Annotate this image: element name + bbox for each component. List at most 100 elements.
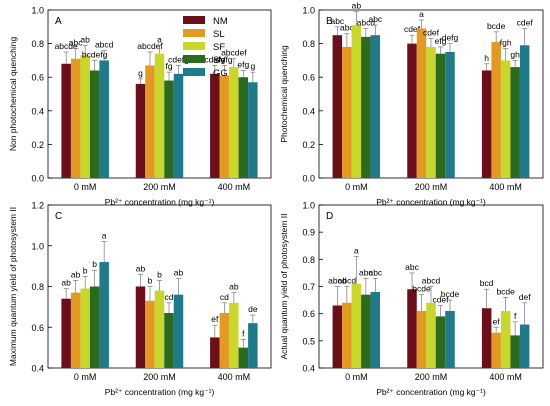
y-tick-label: 0.2 [31,140,44,150]
bar-gg [248,323,257,368]
bar-sv [510,335,519,368]
significance-letter: g [138,68,143,78]
x-axis-label: Pb²⁺ concentration (mg kg⁻¹) [376,197,486,207]
y-tick-label: 0.5 [302,336,315,346]
bar-sl [342,303,352,368]
bar-nm [482,70,492,178]
bar-sv [164,81,174,178]
x-tick-label: 0 mM [345,372,368,382]
significance-letter: ab [71,269,81,279]
significance-letter: ab [61,278,71,288]
x-tick-label: 0 mM [74,182,97,192]
y-axis-label: Photochemical quenching [279,45,289,143]
bar-sl [220,313,230,368]
bar-sl [491,42,501,178]
significance-letter: ab [229,282,239,292]
bar-nm [407,289,417,368]
y-tick-label: 0.8 [302,39,315,49]
bar-sf [155,291,165,368]
significance-letter: ef [493,316,501,326]
y-tick-label: 0.0 [31,174,44,184]
y-tick-label: 1.0 [31,6,44,16]
significance-letter: defg [442,33,459,43]
y-tick-label: 0.4 [31,106,44,116]
significance-letter: b [83,265,88,275]
bar-sl [417,311,427,368]
significance-letter: cd [220,292,229,302]
y-tick-label: 0.7 [302,282,315,292]
bar-nm [136,84,146,178]
x-tick-label: 0 mM [74,372,97,382]
x-axis-label: Pb²⁺ concentration (mg kg⁻¹) [105,387,215,397]
bar-gg [248,82,257,178]
bar-gg [445,311,455,368]
bar-nm [333,35,343,178]
bar-sv [90,70,100,178]
significance-letter: cd [165,292,174,302]
bar-sf [352,25,362,178]
x-tick-label: 400 mM [489,182,522,192]
significance-letter: a [157,34,162,44]
bar-sl [417,28,427,178]
significance-letter: fgh [500,38,512,48]
x-tick-label: 400 mM [489,372,522,382]
bar-sv [164,313,174,368]
bar-nm [407,44,417,178]
y-tick-label: 0.2 [302,140,315,150]
bar-gg [445,52,455,178]
x-tick-label: 200 mM [143,182,176,192]
x-tick-label: 400 mM [218,182,251,192]
bar-sv [239,348,249,368]
significance-letter: efg [237,59,249,69]
significance-letter: de [248,304,258,314]
bar-nm [210,337,220,368]
y-tick-label: 0.4 [31,364,44,374]
legend-swatch-nm [183,16,205,24]
y-tick-label: 0.6 [302,73,315,83]
x-tick-label: 200 mM [143,372,176,382]
significance-letter: bcde [496,286,515,296]
x-tick-label: 400 mM [218,372,251,382]
bar-sv [361,295,371,368]
bar-sv [90,287,100,369]
bar-nm [61,64,71,178]
legend-swatch-sv [183,55,205,63]
y-tick-label: 0.8 [31,39,44,49]
significance-letter: gh [510,49,520,59]
panel-c: C 0.4 0.6 0.8 1.0 1.2 Maximum quantum yield of… [8,201,271,398]
bar-sf [80,55,90,178]
bar-gg [174,295,184,368]
bar-sl [342,47,352,178]
y-tick-label: 1.0 [31,241,44,251]
significance-letter: b [148,276,153,286]
significance-letter: abc [405,262,419,272]
legend-label: GG [213,68,228,79]
y-tick-label: 1.0 [302,6,315,16]
x-axis-label: Pb²⁺ concentration (mg kg⁻¹) [105,197,215,207]
y-tick-label: 0.8 [302,255,315,265]
y-tick-label: 1.0 [302,201,315,211]
bar-nm [136,287,146,369]
panel-letter: C [55,211,62,222]
significance-letter: a [102,231,107,241]
x-axis-label: Pb²⁺ concentration (mg kg⁻¹) [376,387,486,397]
bar-gg [99,262,109,368]
bar-sv [436,316,446,368]
legend-label: SF [213,42,225,53]
bar-sf [229,67,239,178]
significance-letter: ab [352,1,362,11]
y-axis-label: Non photochemical quenching [8,37,18,152]
x-tick-label: 200 mM [415,372,448,382]
y-axis-label: Maximum quantum yield of photosystem II [8,207,18,366]
significance-letter: bcde [487,21,506,31]
significance-letter: b [157,269,162,279]
bar-gg [174,74,184,178]
y-tick-label: 0.8 [31,282,44,292]
bar-gg [371,35,381,178]
y-tick-label: 0.9 [302,228,315,238]
panel-letter: A [55,16,62,27]
legend-label: SL [213,29,225,40]
significance-letter: a [354,246,359,256]
